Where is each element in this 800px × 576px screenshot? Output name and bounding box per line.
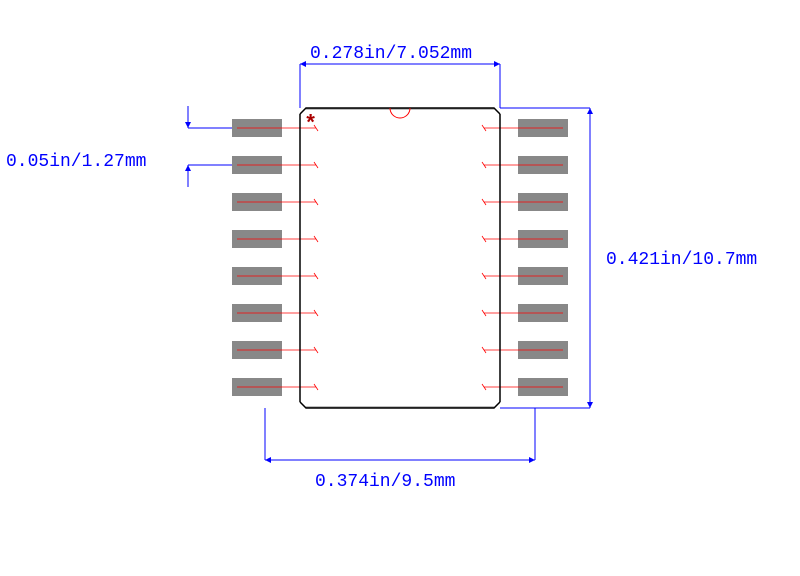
pin1-notch [390,108,410,118]
dimension-label: 0.374in/9.5mm [315,472,455,492]
dimension-label: 0.421in/10.7mm [606,250,757,270]
pad-layer [232,119,568,396]
dimension-label: 0.278in/7.052mm [310,44,472,64]
lead-lines-layer [237,125,563,390]
pin1-marker: * [304,112,317,137]
dimension-layer: 0.278in/7.052mm 0.374in/9.5mm 0.421in/10.7… [6,44,757,492]
package-body-layer: * [300,108,500,408]
dimension-label-pitch: 0.05in/1.27mm [6,152,146,172]
package-footprint-diagram: * 0.278in/7.052mm 0.374in/9.5mm 0.421in/10… [0,0,800,576]
